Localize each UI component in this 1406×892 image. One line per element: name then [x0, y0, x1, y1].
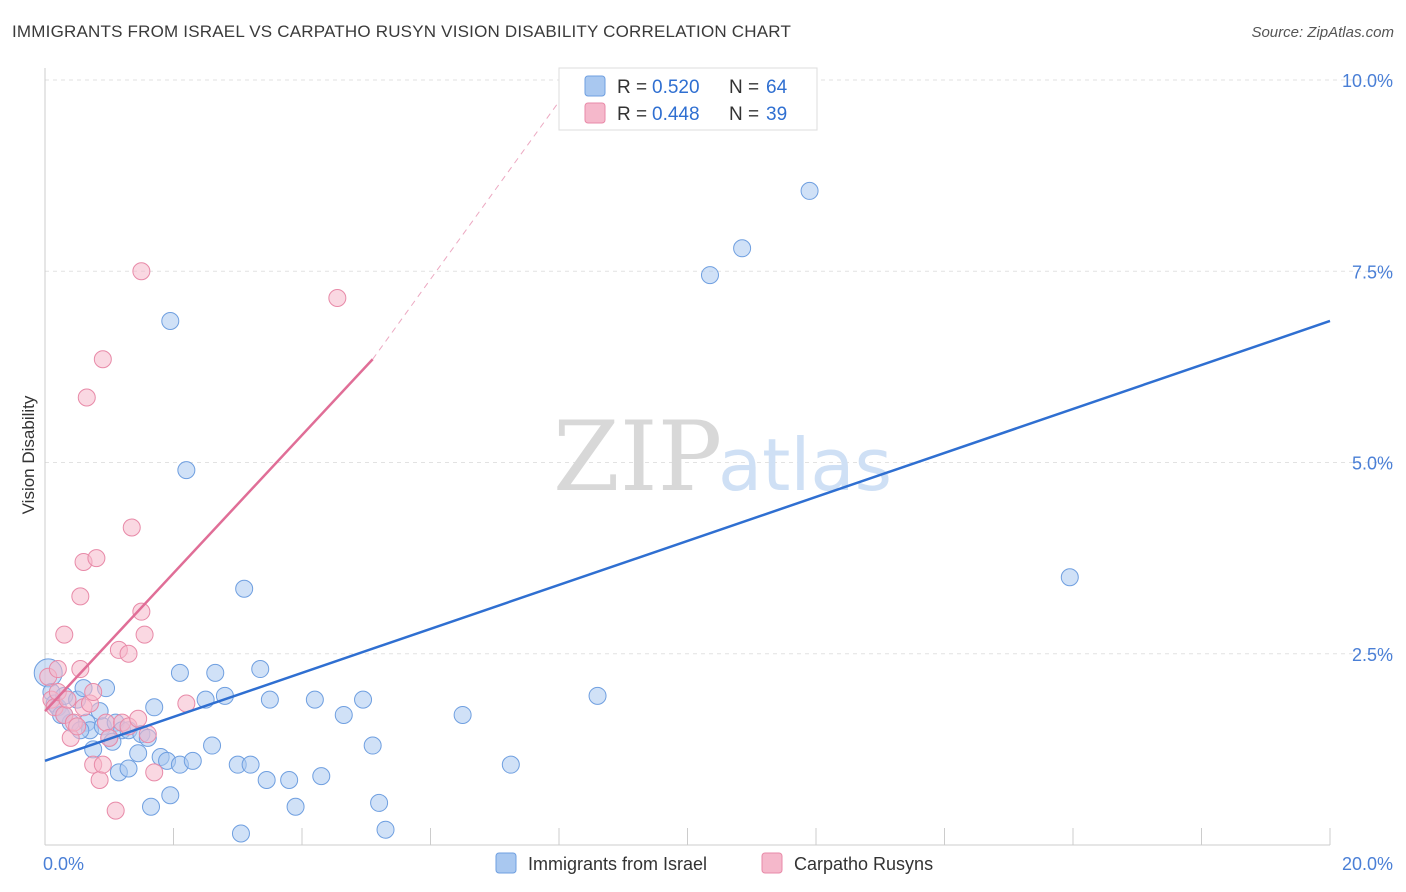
stats-n-label-pink: N = [729, 104, 759, 125]
israel-point-19 [129, 744, 148, 763]
legend-swatch-rusyn [761, 852, 783, 874]
stats-legend: R = 0.520 N = 64 R = 0.448 N = 39 [558, 67, 818, 131]
stats-n-value-blue: 64 [766, 77, 788, 98]
axes [44, 68, 1331, 846]
israel-point-33 [241, 755, 260, 774]
y-tick-label-2: 7.5% [1352, 262, 1393, 282]
rusyn-point-31 [119, 644, 138, 663]
israel-point-29 [206, 663, 225, 682]
rusyn-point-38 [84, 683, 103, 701]
x-tick-label-0: 0.0% [43, 854, 84, 874]
israel-point-55 [501, 755, 520, 774]
israel-point-26 [183, 751, 202, 770]
israel-point-42 [119, 759, 138, 778]
israel-point-34 [251, 660, 270, 679]
stats-swatch-pink [584, 102, 606, 124]
legend-swatch-israel [495, 852, 517, 874]
israel-point-22 [145, 698, 164, 717]
israel-point-56 [588, 686, 607, 705]
israel-point-35 [260, 690, 279, 709]
rusyn-point-25 [71, 587, 90, 606]
israel-point-38 [305, 690, 324, 709]
stats-n-value-pink: 39 [766, 104, 787, 125]
israel-point-32 [235, 579, 254, 598]
rusyn-point-22 [145, 763, 164, 782]
israel-point-40 [334, 705, 353, 724]
israel-point-28 [203, 736, 222, 755]
y-tick-label-1: 5.0% [1352, 454, 1393, 474]
series-legend: Immigrants from Israel Carpatho Rusyns [495, 852, 933, 874]
y-tick-label-3: 10.0% [1342, 71, 1393, 91]
rusyn-point-37 [48, 660, 67, 679]
israel-point-43 [142, 797, 161, 816]
israel-point-46 [177, 461, 196, 480]
rusyn-point-5 [58, 690, 77, 709]
rusyn-point-17 [106, 801, 125, 820]
rusyn-point-27 [87, 549, 106, 568]
israel-point-45 [170, 663, 189, 682]
source-label: Source: ZipAtlas.com [1251, 24, 1394, 41]
israel-point-36 [280, 770, 299, 789]
stats-n-label-blue: N = [729, 77, 759, 98]
series-israel-points [33, 181, 1079, 843]
legend-label-israel: Immigrants from Israel [528, 854, 707, 874]
tick-labels: 2.5% 5.0% 7.5% 10.0% 0.0% 20.0% [43, 71, 1393, 874]
trend-line-rusyn-extension [372, 83, 573, 360]
stats-r-label-blue: R = [617, 77, 647, 98]
israel-point-57 [700, 266, 719, 285]
israel-point-60 [1060, 568, 1079, 587]
rusyn-point-35 [132, 262, 151, 281]
israel-point-58 [733, 239, 752, 258]
israel-point-48 [231, 824, 250, 843]
y-axis-label: Vision Disability [19, 395, 38, 514]
rusyn-point-33 [135, 625, 154, 644]
stats-r-value-blue: 0.520 [652, 77, 700, 98]
rusyn-point-29 [93, 350, 112, 369]
trend-line-israel [44, 319, 1331, 763]
y-tick-label-0: 2.5% [1352, 645, 1393, 665]
rusyn-point-9 [71, 660, 90, 679]
israel-point-50 [354, 690, 373, 709]
rusyn-point-14 [93, 755, 112, 774]
stats-swatch-blue [584, 75, 606, 97]
rusyn-point-36 [328, 289, 347, 308]
rusyn-point-24 [55, 625, 74, 644]
legend-label-rusyn: Carpatho Rusyns [794, 854, 933, 874]
watermark-zip: ZIP [553, 401, 722, 513]
trend-line-rusyn [44, 358, 374, 712]
israel-point-52 [370, 793, 389, 812]
rusyn-point-13 [90, 770, 109, 789]
israel-point-39 [312, 767, 331, 786]
israel-point-54 [453, 705, 472, 724]
rusyn-point-32 [132, 602, 151, 621]
israel-point-59 [800, 181, 819, 200]
israel-point-53 [376, 820, 395, 839]
stats-r-value-pink: 0.448 [652, 104, 700, 125]
israel-point-49 [257, 770, 276, 789]
rusyn-point-8 [68, 717, 87, 736]
israel-point-47 [161, 311, 180, 330]
israel-point-37 [286, 797, 305, 816]
stats-r-label-pink: R = [617, 104, 647, 125]
x-tick-label-1: 20.0% [1342, 854, 1393, 874]
israel-point-44 [161, 786, 180, 805]
rusyn-point-20 [129, 709, 148, 728]
rusyn-point-34 [122, 518, 141, 537]
rusyn-point-28 [77, 388, 96, 407]
series-rusyn-points [39, 262, 347, 820]
watermark-atlas: atlas [718, 423, 892, 507]
chart-title: IMMIGRANTS FROM ISRAEL VS CARPATHO RUSYN… [12, 22, 792, 41]
watermark: ZIP atlas [553, 401, 892, 513]
rusyn-point-15 [97, 713, 116, 732]
israel-point-51 [363, 736, 382, 755]
trend-lines [44, 83, 1331, 763]
